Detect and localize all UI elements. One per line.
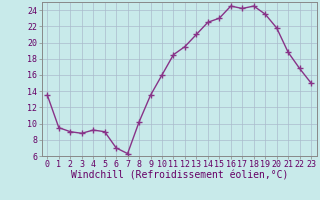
X-axis label: Windchill (Refroidissement éolien,°C): Windchill (Refroidissement éolien,°C) <box>70 171 288 181</box>
